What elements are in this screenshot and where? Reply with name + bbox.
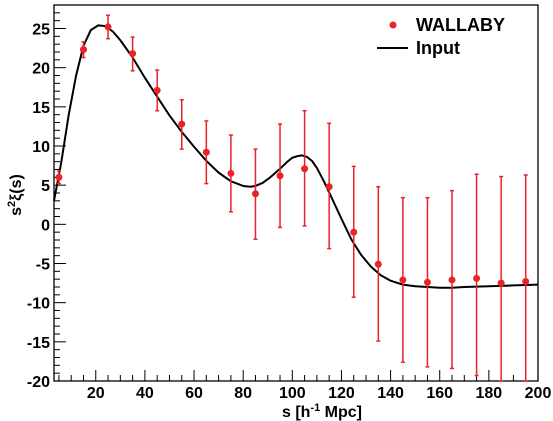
x-axis-title-sup: -1 [310,402,320,414]
x-tick-label: 180 [476,385,503,402]
wallaby-point [497,279,505,287]
y-tick-label: -20 [27,374,50,391]
wallaby-point [423,278,431,286]
x-tick-label: 100 [279,385,306,402]
x-axis-title-main: s [h [282,404,310,421]
wallaby-point [522,278,530,286]
wallaby-point [129,50,137,58]
input-line [53,24,539,289]
x-tick-label: 160 [426,385,453,402]
x-tick-label: 120 [328,385,355,402]
y-tick-label: -15 [27,335,50,352]
x-axis-title-tail: Mpc] [320,404,362,421]
wallaby-point [55,173,63,181]
wallaby-errorbars [56,14,528,382]
y-axis-title-sup: 2 [6,201,18,207]
x-tick-label: 60 [185,385,203,402]
y-axis-title-tail: ξ(s) [8,174,25,201]
y-tick-label: 15 [32,100,50,117]
y-tick-label: 20 [32,61,50,78]
wallaby-point [104,23,112,31]
y-tick-label: 5 [41,178,50,195]
legend: WALLABY Input [377,15,505,58]
tick-labels: 20 40 60 80 100 120 140 160 180 200 -20 -15 -10 -5 0 5 1… [27,22,552,403]
legend-wallaby-marker [389,21,397,29]
wallaby-point [350,228,358,236]
legend-wallaby-label: WALLABY [416,15,505,35]
x-tick-label: 40 [136,385,154,402]
wallaby-series [55,23,530,287]
wallaby-point [325,183,333,191]
x-tick-label: 140 [377,385,404,402]
x-axis-title: s [h-1 Mpc] [282,402,362,421]
axis-ticks [54,4,539,382]
wallaby-point [153,86,161,94]
x-tick-label: 20 [87,385,105,402]
x-tick-label: 80 [234,385,252,402]
wallaby-point [251,190,259,198]
wallaby-point [202,148,210,156]
y-axis-title: s2ξ(s) [6,174,25,216]
y-tick-label: -10 [27,296,50,313]
y-tick-label: 10 [32,139,50,156]
wallaby-point [448,276,456,284]
y-axis-title-main: s [8,207,25,216]
wallaby-point [276,172,284,180]
wallaby-point [178,120,186,128]
x-tick-label: 200 [525,385,552,402]
axes [53,4,539,382]
y-tick-label: 0 [41,217,50,234]
legend-input-label: Input [416,38,460,58]
wallaby-point [399,276,407,284]
wallaby-point [79,46,87,54]
y-tick-label: -5 [36,257,50,274]
wallaby-point [301,165,309,173]
wallaby-point [473,274,481,282]
input-series [53,24,539,289]
wallaby-point [374,260,382,268]
plot-frame [53,4,539,382]
y-tick-label: 25 [32,22,50,39]
wallaby-point [227,169,235,177]
